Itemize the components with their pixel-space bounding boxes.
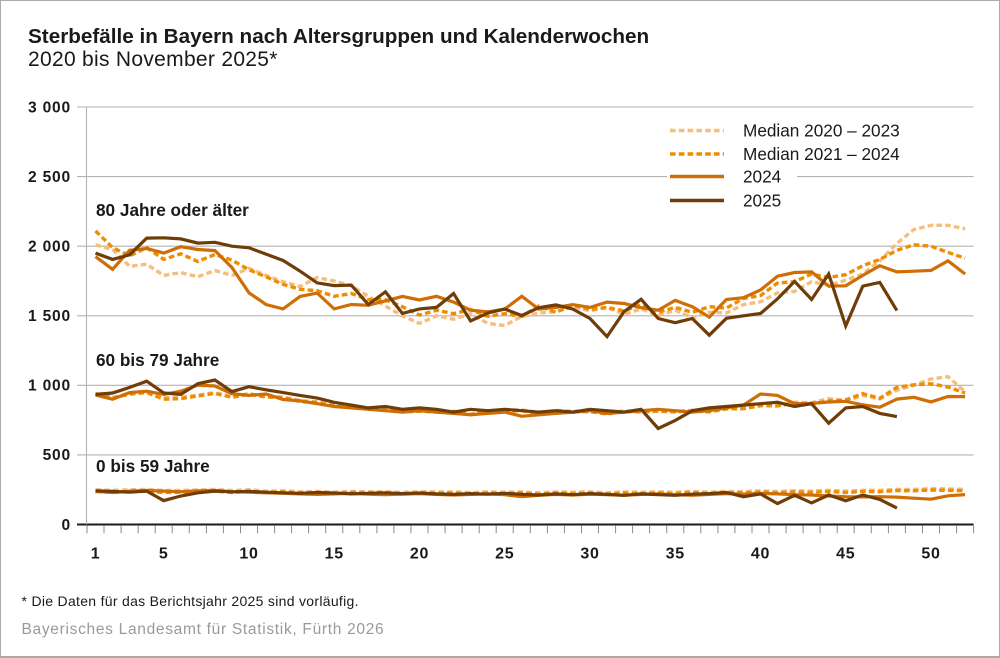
svg-text:3 000: 3 000	[28, 99, 71, 116]
svg-text:40: 40	[751, 546, 770, 563]
svg-text:80 Jahre oder älter: 80 Jahre oder älter	[96, 200, 249, 220]
svg-text:500: 500	[43, 447, 71, 464]
svg-text:1 000: 1 000	[28, 378, 71, 395]
svg-text:* Die Daten für das Berichtsja: * Die Daten für das Berichtsjahr 2025 si…	[22, 593, 359, 609]
svg-text:Median 2021 – 2024: Median 2021 – 2024	[743, 144, 900, 164]
svg-text:2020 bis November 2025*: 2020 bis November 2025*	[28, 48, 278, 71]
svg-text:2024: 2024	[743, 167, 782, 187]
svg-text:2025: 2025	[743, 191, 781, 211]
svg-text:15: 15	[325, 546, 344, 563]
svg-text:10: 10	[239, 546, 258, 563]
svg-text:1: 1	[91, 546, 101, 563]
svg-text:Bayerisches Landesamt für Stat: Bayerisches Landesamt für Statistik, Für…	[22, 621, 385, 638]
svg-text:0 bis 59 Jahre: 0 bis 59 Jahre	[96, 456, 210, 476]
svg-text:Median 2020 – 2023: Median 2020 – 2023	[743, 121, 900, 141]
svg-text:2 500: 2 500	[28, 169, 71, 186]
svg-text:35: 35	[666, 546, 685, 563]
svg-text:45: 45	[836, 546, 855, 563]
svg-text:0: 0	[62, 517, 71, 534]
svg-text:30: 30	[580, 546, 599, 563]
svg-text:20: 20	[410, 546, 429, 563]
svg-text:50: 50	[921, 546, 940, 563]
svg-text:2 000: 2 000	[28, 239, 71, 256]
svg-text:60 bis 79 Jahre: 60 bis 79 Jahre	[96, 350, 219, 370]
svg-text:5: 5	[159, 546, 169, 563]
svg-text:Sterbefälle in Bayern nach Alt: Sterbefälle in Bayern nach Altersgruppen…	[28, 25, 649, 48]
svg-text:1 500: 1 500	[28, 308, 71, 325]
svg-text:25: 25	[495, 546, 514, 563]
